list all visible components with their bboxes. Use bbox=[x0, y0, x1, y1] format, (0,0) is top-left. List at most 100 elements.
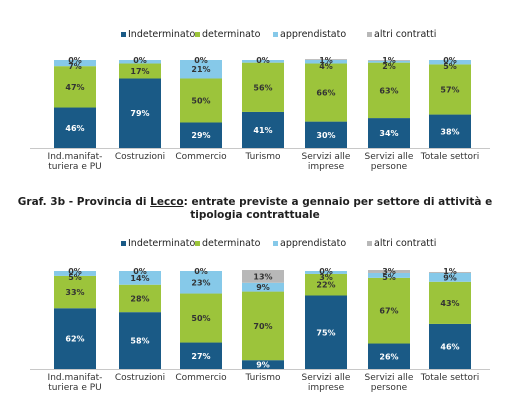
bar-segment bbox=[180, 271, 222, 294]
legend-item: determinato bbox=[195, 29, 261, 40]
bar-segment bbox=[180, 78, 222, 123]
bar-segment bbox=[368, 343, 410, 369]
bar-group: 29% 50% 21%0% Commercio bbox=[175, 56, 227, 162]
data-label: 3% bbox=[319, 273, 333, 282]
bar-segment bbox=[368, 272, 410, 278]
legend-swatch bbox=[121, 32, 126, 37]
bar-segment bbox=[305, 59, 347, 60]
data-label: 38% bbox=[440, 127, 459, 136]
data-label: 2% bbox=[382, 62, 396, 71]
bar-group: 46% 47% 7%0% Ind.manifat-turiera e PU bbox=[48, 56, 103, 172]
data-label: 22% bbox=[316, 281, 335, 290]
chart-caption: Graf. 3b - Provincia di Lecco: entrate p… bbox=[0, 196, 510, 222]
bar-segment bbox=[305, 121, 347, 148]
bar-group: 9% 70% 9% 13% Turismo bbox=[242, 270, 284, 383]
bar-segment bbox=[368, 60, 410, 63]
data-label: 1% bbox=[382, 56, 396, 65]
legend: Indeterminato determinato apprendistato alt… bbox=[121, 238, 436, 249]
data-label: 63% bbox=[379, 86, 398, 95]
bar-segment bbox=[368, 62, 410, 119]
data-label: 5% bbox=[68, 273, 82, 282]
data-label: 62% bbox=[65, 335, 84, 344]
legend-label: determinato bbox=[202, 238, 261, 249]
bar-group: 46% 43% 9%1% Totale settori bbox=[420, 267, 479, 383]
data-label: 9% bbox=[443, 273, 457, 282]
data-label: 26% bbox=[379, 352, 398, 361]
category-label: Commercio bbox=[175, 373, 227, 383]
bar-segment bbox=[119, 60, 161, 64]
bar-segment bbox=[368, 118, 410, 148]
data-label: 0% bbox=[68, 56, 82, 65]
data-label: 23% bbox=[191, 278, 210, 287]
bar-group: 79% 17% 0% Costruzioni bbox=[115, 56, 165, 162]
legend-item: apprendistato bbox=[273, 238, 346, 249]
bar-segment bbox=[242, 360, 284, 369]
bar-segment bbox=[429, 60, 471, 65]
data-label: 75% bbox=[316, 328, 335, 337]
data-label: 0% bbox=[194, 56, 208, 65]
bar-segment bbox=[180, 293, 222, 343]
category-label: turiera e PU bbox=[48, 383, 101, 393]
data-label: 79% bbox=[130, 109, 149, 118]
bar-segment bbox=[429, 272, 471, 282]
category-label: Servizi alle bbox=[365, 152, 414, 162]
category-label: Totale settori bbox=[420, 152, 479, 162]
bar-segment bbox=[119, 284, 161, 313]
bar-segment bbox=[180, 122, 222, 148]
bar-group: 38% 57% 5%0% Totale settori bbox=[420, 56, 479, 162]
bar-segment bbox=[305, 271, 347, 274]
data-label: 46% bbox=[65, 124, 84, 133]
data-label: 29% bbox=[191, 131, 210, 140]
data-label: 5% bbox=[382, 273, 396, 282]
bar-segment bbox=[429, 114, 471, 148]
data-label: 3% bbox=[382, 267, 396, 276]
data-label: 34% bbox=[379, 129, 398, 138]
bar-segment bbox=[180, 342, 222, 369]
bar-segment bbox=[242, 111, 284, 148]
category-label: persone bbox=[371, 383, 408, 393]
bar-group: 41% 56% 0% Turismo bbox=[242, 56, 284, 162]
legend-swatch bbox=[195, 32, 200, 37]
category-label: Turismo bbox=[245, 152, 281, 162]
legend-item: altri contratti bbox=[367, 238, 436, 249]
category-label: Ind.manifat- bbox=[48, 152, 103, 162]
category-label: turiera e PU bbox=[48, 162, 101, 172]
legend-label: determinato bbox=[202, 29, 261, 40]
data-label: 41% bbox=[253, 126, 272, 135]
data-label: 28% bbox=[130, 294, 149, 303]
bar-segment bbox=[54, 271, 96, 276]
data-label: 46% bbox=[440, 342, 459, 351]
data-label: 0% bbox=[256, 56, 270, 65]
legend-swatch bbox=[195, 241, 200, 246]
bar-segment bbox=[368, 277, 410, 344]
caption-line-1: Graf. 3b - Provincia di Lecco: entrate p… bbox=[17, 196, 493, 208]
bar-segment bbox=[368, 270, 410, 273]
bar-segment bbox=[429, 64, 471, 115]
category-label: Servizi alle bbox=[302, 373, 351, 383]
bar-segment bbox=[119, 312, 161, 369]
data-label: 0% bbox=[68, 267, 82, 276]
legend-item: determinato bbox=[195, 238, 261, 249]
bar-group: 58% 28% 14%0% Costruzioni bbox=[115, 267, 165, 383]
stacked-bar-chart-1: Indeterminato determinato apprendistato alt… bbox=[30, 238, 490, 393]
stacked-bar-chart-0: Indeterminato determinato apprendistato alt… bbox=[30, 29, 490, 172]
bar-segment bbox=[180, 60, 222, 79]
data-label: 7% bbox=[68, 62, 82, 71]
data-label: 1% bbox=[319, 56, 333, 65]
data-label: 56% bbox=[253, 83, 272, 92]
bar-segment bbox=[305, 60, 347, 64]
legend-label: apprendistato bbox=[280, 29, 346, 40]
bar-segment bbox=[242, 291, 284, 361]
category-label: Commercio bbox=[175, 152, 227, 162]
legend-item: Indeterminato bbox=[121, 29, 195, 40]
category-label: Costruzioni bbox=[115, 152, 165, 162]
legend-item: apprendistato bbox=[273, 29, 346, 40]
category-label: Costruzioni bbox=[115, 373, 165, 383]
bar-segment bbox=[429, 323, 471, 369]
data-label: 0% bbox=[319, 267, 333, 276]
data-label: 5% bbox=[443, 62, 457, 71]
data-label: 66% bbox=[316, 89, 335, 98]
